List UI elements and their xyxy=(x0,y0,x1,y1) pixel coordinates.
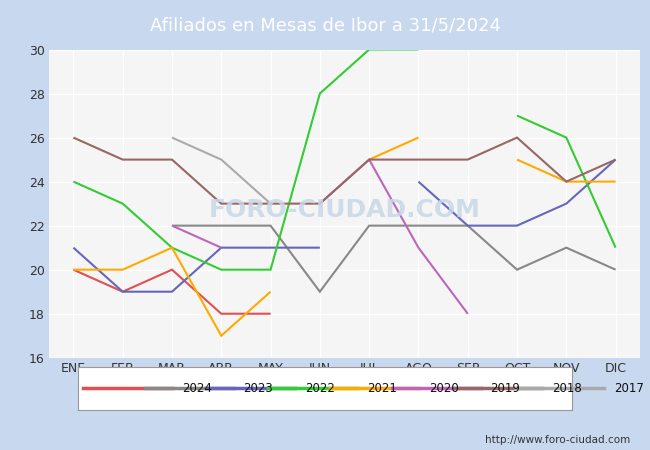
Text: 2020: 2020 xyxy=(429,382,458,395)
Text: 2017: 2017 xyxy=(614,382,644,395)
Text: 2021: 2021 xyxy=(367,382,397,395)
Text: 2024: 2024 xyxy=(182,382,212,395)
Text: 2022: 2022 xyxy=(306,382,335,395)
Text: 2018: 2018 xyxy=(552,382,582,395)
Text: http://www.foro-ciudad.com: http://www.foro-ciudad.com xyxy=(486,435,630,445)
Text: Afiliados en Mesas de Ibor a 31/5/2024: Afiliados en Mesas de Ibor a 31/5/2024 xyxy=(150,17,500,35)
Text: 2019: 2019 xyxy=(491,382,521,395)
Text: FORO-CIUDAD.COM: FORO-CIUDAD.COM xyxy=(209,198,480,222)
Text: 2023: 2023 xyxy=(244,382,273,395)
